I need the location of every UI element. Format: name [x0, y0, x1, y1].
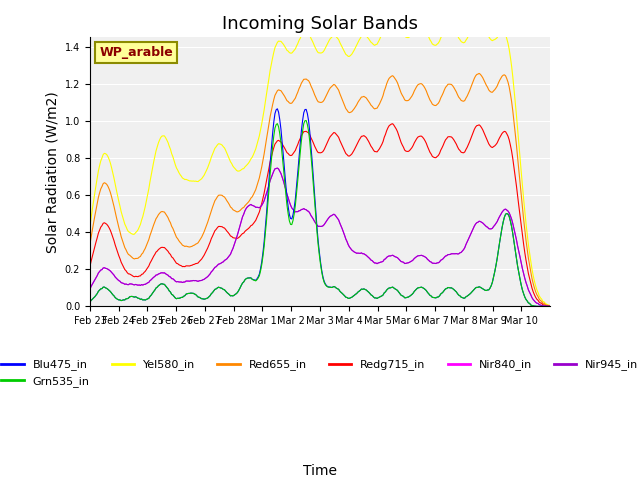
- Text: Time: Time: [303, 464, 337, 478]
- Y-axis label: Solar Radiation (W/m2): Solar Radiation (W/m2): [45, 91, 60, 253]
- Legend: Blu475_in, Grn535_in, Yel580_in, Red655_in, Redg715_in, Nir840_in, Nir945_in: Blu475_in, Grn535_in, Yel580_in, Red655_…: [0, 355, 640, 391]
- Title: Incoming Solar Bands: Incoming Solar Bands: [222, 15, 418, 33]
- Text: WP_arable: WP_arable: [99, 46, 173, 59]
